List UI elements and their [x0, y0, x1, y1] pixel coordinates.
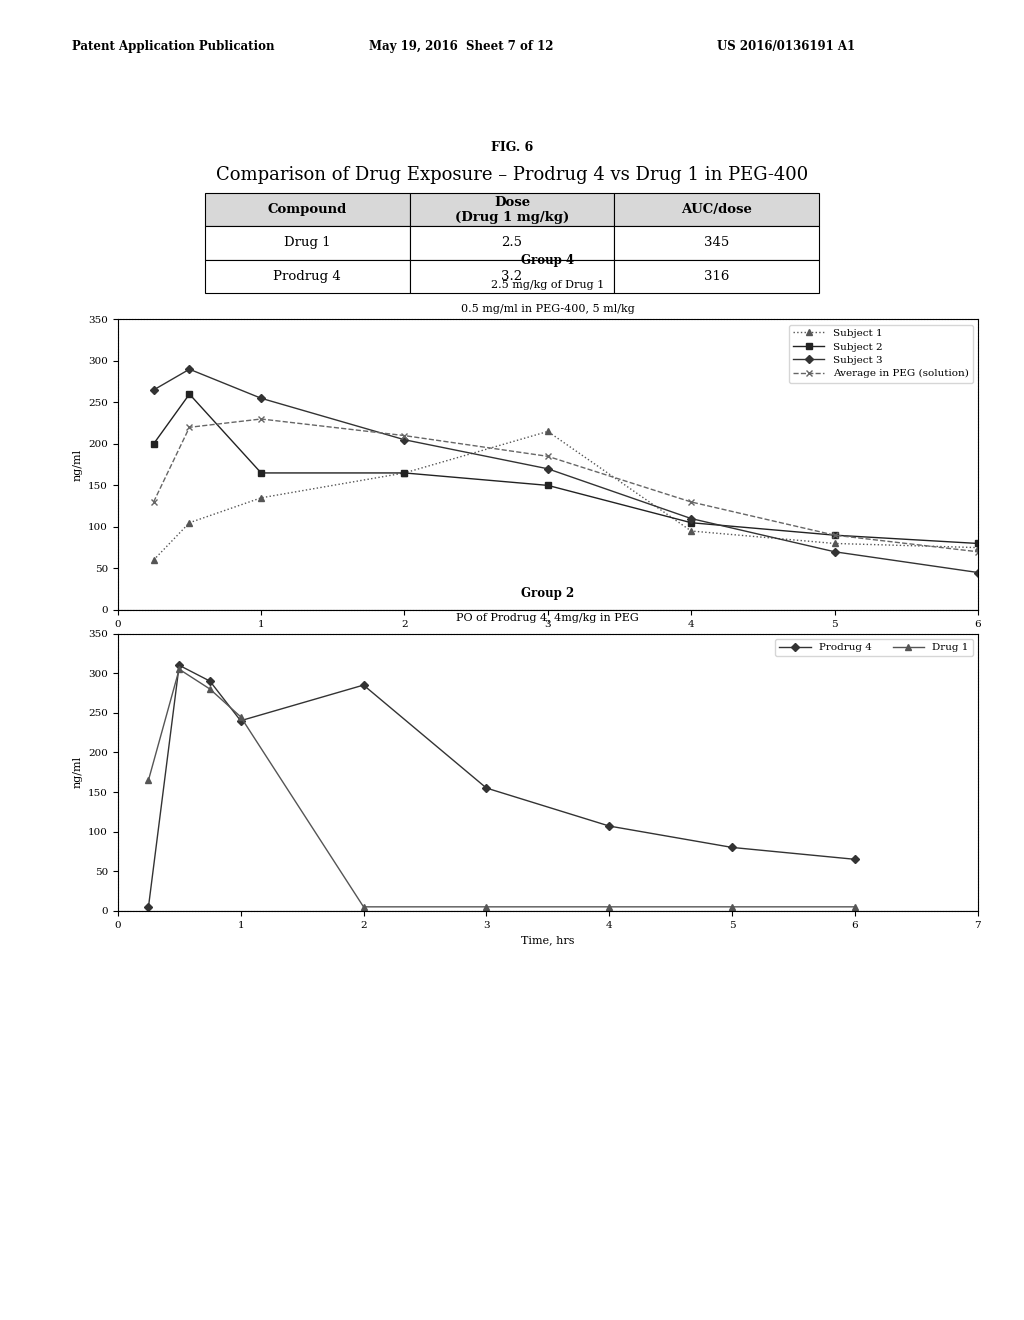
Drug 1	[849, 899, 861, 915]
Line: Prodrug 4: Prodrug 4	[145, 663, 858, 909]
Prodrug 4	[357, 677, 370, 693]
Subject 2	[828, 527, 841, 543]
X-axis label: Time, hrs: Time, hrs	[521, 935, 574, 945]
Subject 2	[183, 387, 196, 403]
Average in PEG (solution)	[828, 527, 841, 543]
Average in PEG (solution)	[398, 428, 411, 444]
Prodrug 4	[849, 851, 861, 867]
Subject 3	[147, 381, 160, 397]
Subject 1	[828, 536, 841, 552]
Prodrug 4	[142, 899, 155, 915]
Legend: Prodrug 4, Drug 1: Prodrug 4, Drug 1	[775, 639, 973, 656]
Subject 2	[972, 536, 984, 552]
Average in PEG (solution)	[542, 449, 554, 465]
Line: Drug 1: Drug 1	[145, 667, 858, 909]
Average in PEG (solution)	[685, 494, 697, 510]
Subject 2	[685, 515, 697, 531]
Subject 1	[542, 424, 554, 440]
Subject 1	[255, 490, 267, 506]
Prodrug 4	[234, 713, 247, 729]
Subject 1	[398, 465, 411, 480]
Subject 2	[255, 465, 267, 480]
Average in PEG (solution)	[183, 420, 196, 436]
Subject 3	[255, 391, 267, 407]
Drug 1	[173, 661, 185, 677]
Subject 3	[972, 565, 984, 581]
Text: May 19, 2016  Sheet 7 of 12: May 19, 2016 Sheet 7 of 12	[369, 40, 553, 53]
Line: Subject 2: Subject 2	[151, 391, 981, 546]
Subject 1	[183, 515, 196, 531]
Subject 1	[685, 523, 697, 539]
Subject 3	[183, 362, 196, 378]
Text: Patent Application Publication: Patent Application Publication	[72, 40, 274, 53]
Subject 3	[542, 461, 554, 477]
Subject 1	[147, 552, 160, 568]
Average in PEG (solution)	[972, 544, 984, 560]
Prodrug 4	[603, 818, 615, 834]
Drug 1	[480, 899, 493, 915]
Line: Subject 1: Subject 1	[151, 429, 981, 562]
Text: US 2016/0136191 A1: US 2016/0136191 A1	[717, 40, 855, 53]
Line: Average in PEG (solution): Average in PEG (solution)	[151, 416, 981, 554]
Drug 1	[234, 709, 247, 725]
Text: Group 4: Group 4	[521, 255, 574, 267]
Prodrug 4	[726, 840, 738, 855]
Text: Comparison of Drug Exposure – Prodrug 4 vs Drug 1 in PEG-400: Comparison of Drug Exposure – Prodrug 4 …	[216, 166, 808, 185]
Drug 1	[142, 772, 155, 788]
Legend: Subject 1, Subject 2, Subject 3, Average in PEG (solution): Subject 1, Subject 2, Subject 3, Average…	[788, 325, 973, 383]
Text: 2.5 mg/kg of Drug 1: 2.5 mg/kg of Drug 1	[492, 280, 604, 290]
Text: Group 2: Group 2	[521, 587, 574, 601]
Prodrug 4	[480, 780, 493, 796]
Subject 2	[147, 436, 160, 451]
Text: FIG. 6: FIG. 6	[490, 141, 534, 154]
Drug 1	[603, 899, 615, 915]
Prodrug 4	[204, 673, 216, 689]
Subject 1	[972, 540, 984, 556]
Subject 3	[398, 432, 411, 447]
Drug 1	[357, 899, 370, 915]
Subject 3	[685, 511, 697, 527]
Average in PEG (solution)	[255, 411, 267, 426]
Subject 2	[398, 465, 411, 480]
Prodrug 4	[173, 657, 185, 673]
Y-axis label: ng/ml: ng/ml	[73, 756, 83, 788]
Drug 1	[204, 681, 216, 697]
Text: 0.5 mg/ml in PEG-400, 5 ml/kg: 0.5 mg/ml in PEG-400, 5 ml/kg	[461, 304, 635, 314]
X-axis label: Time, min: Time, min	[519, 634, 577, 644]
Average in PEG (solution)	[147, 494, 160, 510]
Text: PO of Prodrug 4, 4mg/kg in PEG: PO of Prodrug 4, 4mg/kg in PEG	[457, 612, 639, 623]
Subject 3	[828, 544, 841, 560]
Y-axis label: ng/ml: ng/ml	[73, 449, 83, 480]
Line: Subject 3: Subject 3	[151, 367, 981, 576]
Drug 1	[726, 899, 738, 915]
Subject 2	[542, 478, 554, 494]
